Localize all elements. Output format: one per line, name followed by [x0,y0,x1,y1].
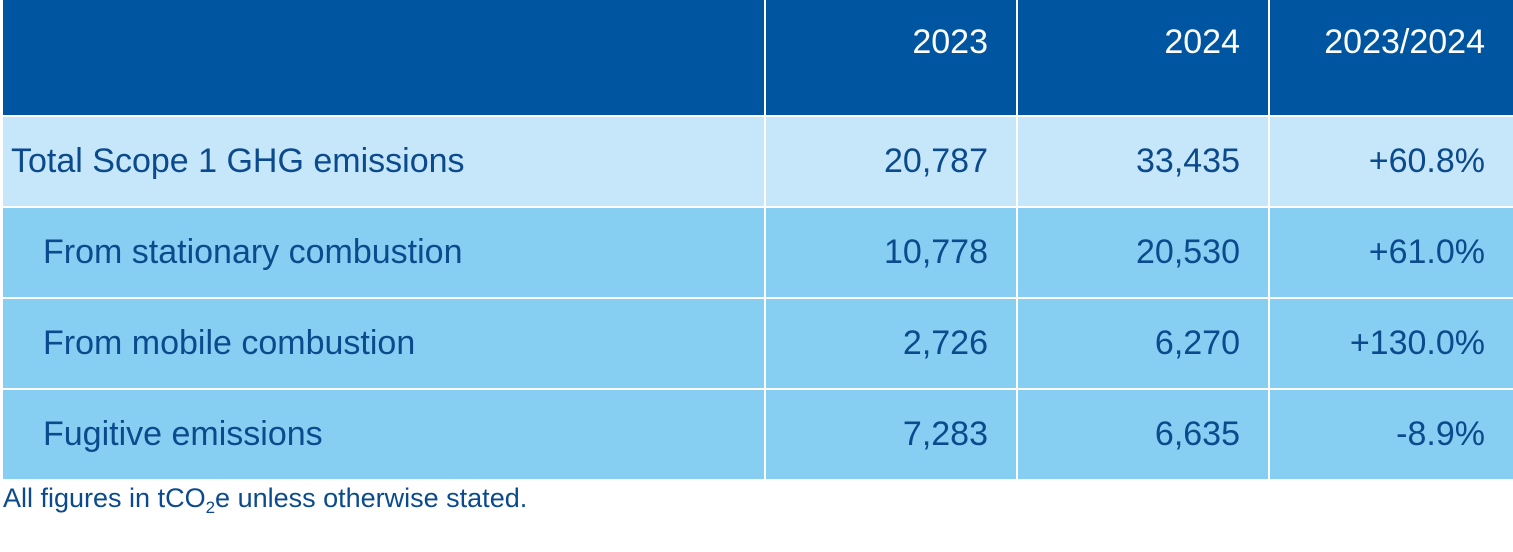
header-blank [3,0,765,116]
row-label: Fugitive emissions [3,388,765,479]
cell-value: 7,283 [764,388,1017,479]
footnote-text: e unless otherwise stated. [215,483,528,513]
header-row: 2023 2024 2023/2024 [3,0,1513,116]
column-header: 2023 [764,0,1017,116]
row-label: Total Scope 1 GHG emissions [3,115,765,207]
cell-value: 6,635 [1016,388,1269,479]
row-label: From stationary combustion [3,206,765,298]
cell-value: 20,787 [764,115,1017,207]
cell-value: +60.8% [1268,115,1513,207]
cell-value: +130.0% [1268,297,1513,389]
column-header: 2024 [1016,0,1269,116]
emissions-table: 2023 2024 2023/2024 Total Scope 1 GHG emis… [3,0,1513,479]
cell-value: 2,726 [764,297,1017,389]
table-body: Total Scope 1 GHG emissions 20,787 33,435 +… [3,115,1513,479]
row-label: From mobile combustion [3,297,765,389]
column-header: 2023/2024 [1268,0,1513,116]
cell-value: -8.9% [1268,388,1513,479]
table-row: Fugitive emissions 7,283 6,635 -8.9% [3,388,1513,479]
cell-value: 20,530 [1016,206,1269,298]
table-row: From stationary combustion 10,778 20,530 +6… [3,206,1513,298]
table-row: Total Scope 1 GHG emissions 20,787 33,435 +… [3,115,1513,207]
footnote-subscript: 2 [205,498,216,517]
cell-value: 10,778 [764,206,1017,298]
footnote: All figures in tCO2e unless otherwise st… [3,483,528,517]
footnote-text: All figures in tCO [3,483,206,513]
cell-value: 33,435 [1016,115,1269,207]
table-row: From mobile combustion 2,726 6,270 +130.0% [3,297,1513,389]
cell-value: +61.0% [1268,206,1513,298]
cell-value: 6,270 [1016,297,1269,389]
